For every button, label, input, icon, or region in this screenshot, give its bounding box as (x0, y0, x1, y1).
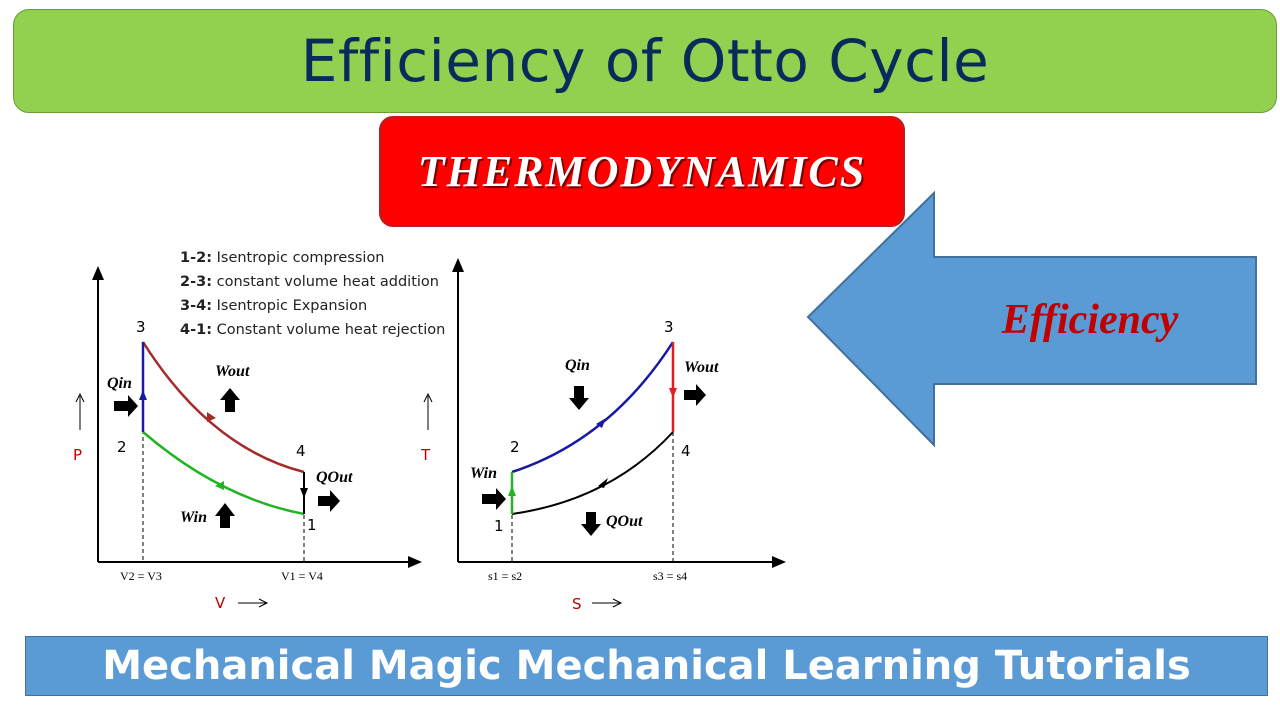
footer-banner: Mechanical Magic Mechanical Learning Tut… (25, 636, 1268, 696)
pv-w-out-arrow (220, 388, 240, 412)
pv-heat-reject-direction-arrow (300, 488, 308, 498)
pv-x-axis-label: V (215, 594, 226, 612)
pv-w-in-arrow (215, 503, 235, 528)
ts-point-3: 3 (664, 318, 674, 336)
pv-q-out-arrow (318, 490, 340, 512)
pv-point-2: 2 (117, 438, 127, 456)
ts-diagram: 3 2 4 1 Qin Wout Win QOut s1 = s2 s3 = s… (420, 258, 786, 613)
legend-item: 2-3: constant volume heat addition (180, 274, 439, 290)
legend-item: 4-1: Constant volume heat rejection (180, 322, 446, 338)
legend-item: 3-4: Isentropic Expansion (180, 298, 368, 314)
ts-heat-add-direction-arrow (596, 418, 606, 428)
ts-y-axis-label: T (420, 446, 431, 464)
ts-point-4: 4 (681, 442, 691, 460)
topic-label: THERMODYNAMICS (417, 147, 867, 196)
page-title: Efficiency of Otto Cycle (300, 27, 990, 95)
topic-badge: THERMODYNAMICS (379, 116, 905, 227)
ts-point-1: 1 (494, 517, 504, 535)
pv-y-axis-label: P (73, 446, 82, 464)
left-arrow-callout (806, 190, 1257, 448)
ts-x-axis-label: S (572, 595, 582, 613)
ts-point-2: 2 (510, 438, 520, 456)
efficiency-label: Efficiency (1001, 297, 1179, 343)
ts-q-in-arrow (569, 386, 589, 410)
pv-tick-left: V2 = V3 (120, 569, 162, 583)
left-arrow-shape (806, 190, 1257, 448)
ts-heat-rejection-curve (511, 431, 674, 515)
pv-q-in-arrow (114, 395, 138, 417)
pv-w-out-label: Wout (215, 363, 250, 380)
ts-w-out-label: Wout (684, 359, 719, 376)
ts-compression-direction-arrow (508, 486, 516, 496)
ts-heat-reject-direction-arrow (598, 478, 608, 488)
channel-name: Mechanical Magic Mechanical Learning Tut… (102, 643, 1191, 689)
pv-heat-add-direction-arrow (139, 390, 147, 400)
ts-heat-addition-curve (511, 341, 675, 474)
ts-tick-right: s3 = s4 (653, 569, 687, 583)
ts-w-out-arrow (684, 384, 706, 406)
pv-w-in-label: Win (180, 509, 207, 526)
pv-q-out-label: QOut (316, 469, 353, 486)
pv-y-axis-arrowhead (92, 266, 104, 280)
ts-expansion-direction-arrow (669, 388, 677, 398)
ts-w-in-label: Win (470, 465, 497, 482)
pv-point-1: 1 (307, 516, 317, 534)
ts-q-in-label: Qin (565, 357, 590, 374)
title-banner: Efficiency of Otto Cycle (13, 9, 1277, 113)
pv-tick-right: V1 = V4 (281, 569, 323, 583)
pv-compression-direction-arrow (215, 481, 224, 490)
ts-y-axis-arrowhead (452, 258, 464, 272)
pv-expansion-direction-arrow (207, 412, 216, 422)
pv-expansion-curve (141, 341, 305, 474)
ts-q-out-label: QOut (606, 513, 643, 530)
ts-tick-left: s1 = s2 (488, 569, 522, 583)
ts-x-axis-arrowhead (772, 556, 786, 568)
legend-item: 1-2: Isentropic compression (180, 250, 385, 266)
process-legend: 1-2: Isentropic compression 2-3: constan… (180, 246, 445, 342)
pv-point-3: 3 (136, 318, 146, 336)
pv-point-4: 4 (296, 442, 306, 460)
ts-q-out-arrow (581, 512, 601, 536)
pv-compression-curve (142, 431, 305, 516)
pv-diagram: 3 2 4 1 Qin Wout QOut Win V2 = V3 V1 = V… (73, 266, 422, 612)
cycle-diagrams: 3 2 4 1 Qin Wout QOut Win V2 = V3 V1 = V… (73, 258, 786, 613)
pv-x-axis-arrowhead (408, 556, 422, 568)
ts-w-in-arrow (482, 488, 506, 510)
pv-q-in-label: Qin (107, 375, 132, 392)
